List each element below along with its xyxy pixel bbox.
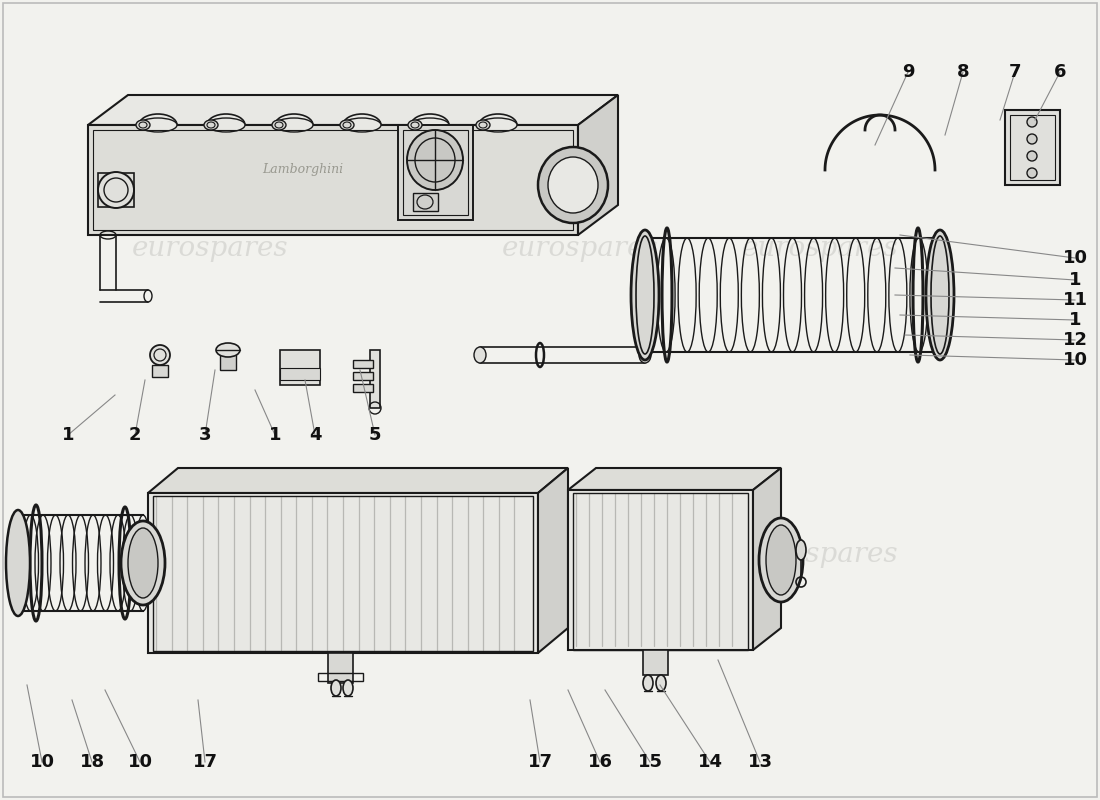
Text: 15: 15 [638, 753, 662, 771]
Ellipse shape [6, 510, 30, 616]
Bar [280, 368, 320, 380]
Ellipse shape [136, 120, 150, 130]
Bar [1005, 110, 1060, 185]
Text: 2: 2 [129, 426, 141, 444]
Polygon shape [568, 490, 754, 650]
Text: 3: 3 [199, 426, 211, 444]
Ellipse shape [340, 120, 354, 130]
Bar [328, 653, 353, 683]
Text: 13: 13 [748, 753, 772, 771]
Ellipse shape [275, 118, 314, 132]
Text: 1: 1 [268, 426, 282, 444]
Polygon shape [568, 468, 781, 490]
Text: 14: 14 [697, 753, 723, 771]
Polygon shape [148, 468, 568, 493]
Bar [398, 125, 473, 220]
Text: 10: 10 [128, 753, 153, 771]
Ellipse shape [759, 518, 803, 602]
Text: 10: 10 [1063, 351, 1088, 369]
Ellipse shape [631, 230, 659, 360]
Ellipse shape [1027, 168, 1037, 178]
Text: eurospares: eurospares [132, 542, 288, 569]
Bar [98, 173, 134, 207]
Ellipse shape [656, 675, 666, 691]
Text: 8: 8 [957, 63, 969, 81]
Ellipse shape [1027, 117, 1037, 127]
Ellipse shape [407, 130, 463, 190]
Ellipse shape [98, 172, 134, 208]
Text: 16: 16 [587, 753, 613, 771]
Ellipse shape [121, 521, 165, 605]
Text: 1: 1 [62, 426, 75, 444]
Text: eurospares: eurospares [741, 234, 899, 262]
Text: 10: 10 [30, 753, 55, 771]
Bar [353, 360, 373, 368]
Ellipse shape [272, 120, 286, 130]
Bar [353, 384, 373, 392]
Bar [644, 650, 668, 675]
Text: 12: 12 [1063, 331, 1088, 349]
Text: eurospares: eurospares [741, 542, 899, 569]
Ellipse shape [796, 540, 806, 560]
Text: 18: 18 [79, 753, 104, 771]
Bar [1010, 115, 1055, 180]
Polygon shape [88, 95, 618, 125]
Text: 1: 1 [1069, 311, 1081, 329]
Ellipse shape [766, 525, 796, 595]
Ellipse shape [411, 118, 449, 132]
Text: eurospares: eurospares [502, 234, 658, 262]
Ellipse shape [128, 528, 158, 598]
Bar [403, 130, 467, 215]
Ellipse shape [207, 118, 245, 132]
Bar [412, 193, 438, 211]
Bar [152, 365, 168, 377]
Polygon shape [88, 125, 578, 235]
Text: 11: 11 [1063, 291, 1088, 309]
Ellipse shape [639, 347, 651, 363]
Text: 17: 17 [192, 753, 218, 771]
Text: 4: 4 [309, 426, 321, 444]
Bar [318, 673, 363, 681]
Bar [280, 350, 320, 385]
Bar [573, 493, 748, 650]
Ellipse shape [150, 345, 170, 365]
Bar [353, 372, 373, 380]
Ellipse shape [476, 120, 490, 130]
Ellipse shape [644, 675, 653, 691]
Text: 9: 9 [902, 63, 914, 81]
Ellipse shape [926, 230, 954, 360]
Ellipse shape [548, 157, 598, 213]
Text: 17: 17 [528, 753, 552, 771]
Polygon shape [538, 468, 568, 653]
Ellipse shape [343, 118, 381, 132]
Text: 7: 7 [1009, 63, 1021, 81]
Text: 1: 1 [1069, 271, 1081, 289]
Bar [94, 130, 573, 230]
Text: Lamborghini: Lamborghini [263, 163, 343, 177]
Polygon shape [754, 468, 781, 650]
Text: 5: 5 [368, 426, 382, 444]
Text: 6: 6 [1054, 63, 1066, 81]
Ellipse shape [478, 118, 517, 132]
Ellipse shape [538, 147, 608, 223]
Text: 10: 10 [1063, 249, 1088, 267]
Ellipse shape [331, 680, 341, 696]
Ellipse shape [1027, 134, 1037, 144]
Polygon shape [578, 95, 618, 235]
Ellipse shape [1027, 151, 1037, 161]
Ellipse shape [474, 347, 486, 363]
Bar [220, 350, 236, 370]
Ellipse shape [204, 120, 218, 130]
Bar [153, 496, 534, 651]
Ellipse shape [216, 343, 240, 357]
Polygon shape [148, 493, 538, 653]
Text: eurospares: eurospares [132, 234, 288, 262]
Ellipse shape [343, 680, 353, 696]
Ellipse shape [408, 120, 422, 130]
Ellipse shape [139, 118, 177, 132]
Bar [370, 350, 379, 408]
Text: eurospares: eurospares [492, 542, 648, 569]
